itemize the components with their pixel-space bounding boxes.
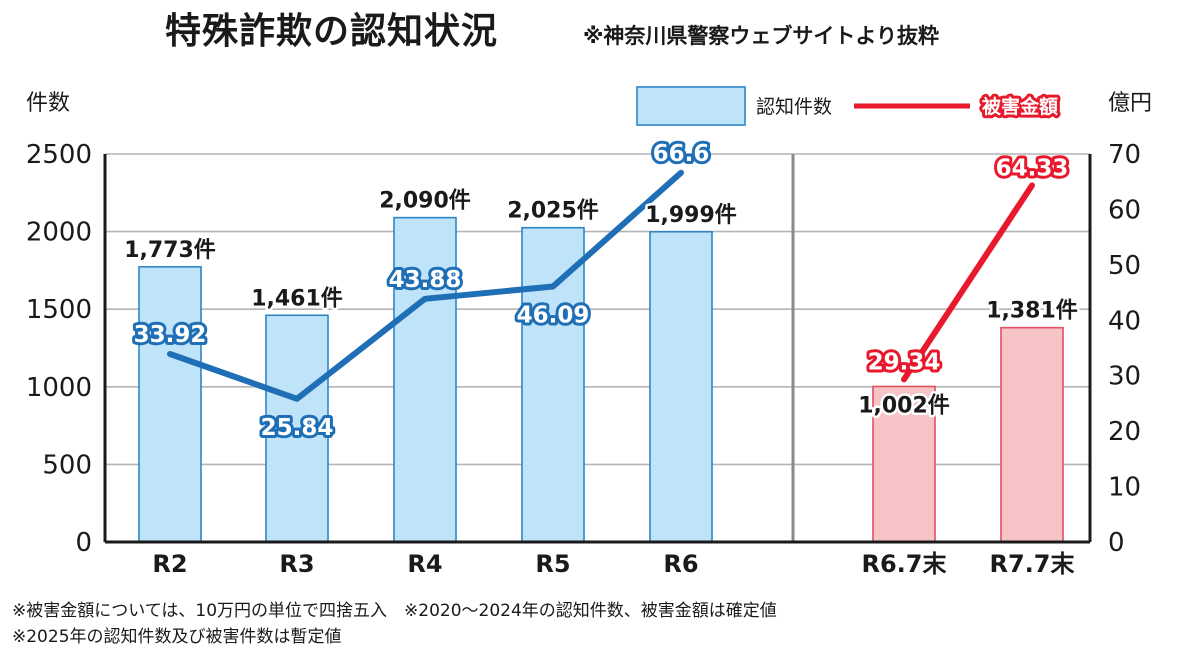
damage-line-annual: [167, 169, 684, 402]
damage-value-label: 46.09: [517, 303, 590, 329]
x-tick-label: R4: [407, 550, 442, 578]
bar: [1000, 326, 1064, 543]
axes: R2 R3 R4 R5 R6 R6.7末 R7.7末: [103, 154, 1092, 578]
y-right-tick: 50: [1108, 251, 1141, 281]
x-tick-label: R2: [152, 550, 187, 578]
damage-line-partial: [901, 182, 1035, 383]
legend: 認知件数 被害金額: [636, 86, 1061, 126]
y-axis-right-title: 億円: [1108, 91, 1152, 116]
y-right-tick: 40: [1108, 306, 1141, 336]
damage-value-label: 25.84: [261, 415, 334, 441]
bar-value-label: 1,002件: [858, 393, 950, 418]
y-right-tick: 60: [1108, 195, 1141, 225]
bar-value-label: 1,381件: [986, 299, 1078, 324]
damage-value-label: 66.6: [653, 141, 710, 167]
bar-value-label: 1,461件: [251, 286, 343, 311]
damage-value-label: 33.92: [134, 322, 207, 348]
source-note: ※神奈川県警察ウェブサイトより抜粋: [583, 24, 939, 48]
bar: [265, 314, 329, 543]
line-series: [167, 169, 1035, 402]
bar: [521, 226, 585, 543]
y-left-tick: 1500: [26, 295, 92, 325]
data-labels: 1,773件 1,461件 2,090件 2,025件 1,999件 1,002件 1,38…: [122, 138, 1081, 444]
bar-value-label: 1,999件: [645, 203, 737, 228]
footnote-1: ※被害金額については、10万円の単位で四捨五入 ※2020〜2024年の認知件数…: [12, 601, 777, 621]
y-left-tick: 2000: [26, 218, 92, 248]
y-right-tick: 10: [1108, 473, 1141, 503]
y-left-tick: 1000: [26, 373, 92, 403]
legend-bar-swatch: [636, 86, 746, 126]
y-left-tick: 500: [42, 450, 92, 480]
x-tick-label: R6: [663, 550, 698, 578]
x-tick-label: R3: [279, 550, 314, 578]
y-axis-left-title: 件数: [26, 91, 70, 116]
chart-title: 特殊詐欺の認知状況: [165, 11, 499, 52]
y-left-tick: 0: [75, 528, 92, 558]
bar-series: [138, 216, 1064, 543]
footnote-2: ※2025年の認知件数及び被害件数は暫定値: [12, 627, 342, 647]
bar-value-label: 2,025件: [507, 199, 599, 224]
damage-value-label: 64.33: [996, 155, 1069, 181]
bar: [649, 230, 713, 543]
damage-value-label: 43.88: [389, 267, 462, 293]
legend-bar-label: 認知件数: [756, 96, 832, 118]
y-left-tick: 2500: [26, 140, 92, 170]
bar-value-label: 2,090件: [379, 189, 471, 214]
y-right-tick: 0: [1108, 528, 1125, 558]
bar: [138, 266, 202, 543]
damage-value-label: 29.34: [868, 349, 941, 375]
bar-value-label: 1,773件: [124, 238, 216, 263]
x-tick-label: R7.7末: [990, 550, 1076, 578]
legend-line-label: 被害金額: [982, 95, 1058, 118]
x-tick-label: R5: [535, 550, 570, 578]
y-right-tick: 20: [1108, 417, 1141, 447]
x-tick-label: R6.7末: [862, 550, 948, 578]
y-right-tick: 30: [1108, 362, 1141, 392]
bar: [393, 216, 457, 543]
y-right-tick: 70: [1108, 140, 1141, 170]
